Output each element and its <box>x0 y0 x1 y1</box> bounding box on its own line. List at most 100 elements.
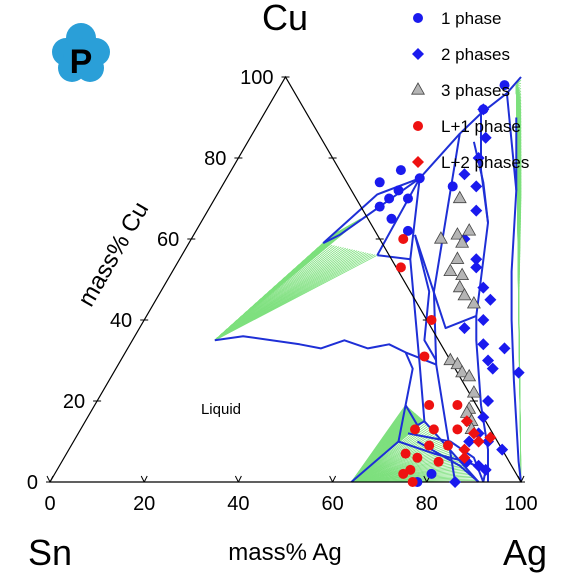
phase-boundary-9 <box>414 234 438 362</box>
marker-1-phase <box>374 177 385 188</box>
phase-boundary-3 <box>432 133 461 483</box>
marker-2-phases <box>458 168 471 181</box>
legend-label-3-phases: 3 phases <box>441 81 510 100</box>
logo: P <box>52 23 110 82</box>
ag-tick-mark-b <box>517 475 522 483</box>
marker-3-phases <box>462 223 477 236</box>
marker-2-phases <box>477 314 490 326</box>
cu-tick-label: 60 <box>157 229 179 251</box>
marker-3-phases <box>455 364 470 378</box>
tie-line <box>516 82 522 86</box>
axis-tick-layer: 0 20 40 60 80 100 0 20 40 60 80 100 <box>27 67 538 515</box>
marker-3-phases <box>450 356 465 370</box>
marker-l-1-phase <box>424 400 435 411</box>
marker-2-phases <box>477 103 490 116</box>
marker-2-phases <box>472 152 485 164</box>
legend-marker-2-phases <box>412 48 424 60</box>
marker-2-phases <box>512 366 525 379</box>
marker-1-phase <box>426 468 437 479</box>
marker-3-phases <box>433 231 448 244</box>
marker-2-phases <box>496 443 509 456</box>
marker-l-1-phase <box>452 400 463 411</box>
cu-tick-label: 0 <box>27 472 38 494</box>
legend-label-l1-phase: L+1 phase <box>441 117 521 136</box>
legend-marker-3-phases <box>411 82 425 95</box>
marker-3-phases <box>452 190 467 204</box>
marker-l-2-phases <box>458 451 471 464</box>
ag-tick-mark <box>520 475 525 483</box>
marker-l-1-phase <box>428 424 439 435</box>
legend-label-2-phases: 2 phases <box>441 45 510 64</box>
legend-label-1-phase: 1 phase <box>441 9 502 28</box>
region-label-liquid: Liquid <box>201 401 241 418</box>
marker-l-1-phase <box>398 234 409 244</box>
marker-l-1-phase <box>400 448 411 459</box>
ag-tick-label: 0 <box>44 493 55 515</box>
corner-label-sn: Sn <box>28 532 72 573</box>
marker-2-phases <box>463 435 476 448</box>
marker-1-phase <box>393 185 404 196</box>
marker-3-phases <box>466 385 481 398</box>
marker-l-1-phase <box>398 468 409 479</box>
marker-1-phase <box>384 193 395 204</box>
marker-l-2-phases <box>458 443 471 456</box>
marker-l-2-phases <box>472 435 485 448</box>
tie-line <box>515 79 522 86</box>
marker-l-1-phase <box>407 477 418 487</box>
phase-boundary-0 <box>322 177 421 256</box>
marker-3-phases <box>452 279 467 293</box>
ag-tick-mark <box>143 475 148 483</box>
ag-tick-label: 100 <box>504 493 537 515</box>
data-marker-layer <box>374 80 525 488</box>
marker-1-phase <box>395 165 406 176</box>
ag-tick-mark-b <box>329 475 334 483</box>
marker-2-phases <box>479 131 492 144</box>
marker-2-phases <box>482 354 495 367</box>
cu-tick-label: 20 <box>63 391 85 413</box>
legend-marker-l-2-phases <box>412 156 424 168</box>
corner-label-ag: Ag <box>503 532 547 573</box>
triangle-frame <box>48 75 523 483</box>
ag-tick-mark-b <box>234 475 239 483</box>
marker-2-phases <box>470 253 483 266</box>
cu-tick-label: 40 <box>110 310 132 332</box>
marker-l-1-phase <box>412 452 423 463</box>
marker-2-phases <box>477 338 490 351</box>
phase-boundary-10 <box>414 234 477 330</box>
marker-2-phases <box>484 293 497 306</box>
marker-2-phases <box>477 411 490 424</box>
phase-boundary-8 <box>377 254 411 261</box>
ag-tick-label: 80 <box>416 493 438 515</box>
axis-title-ag: mass% Ag <box>228 539 341 566</box>
ag-tick-label: 60 <box>321 493 343 515</box>
marker-2-phases <box>470 261 483 274</box>
ag-tick-mark-b <box>423 475 428 483</box>
marker-l-1-phase <box>426 315 437 325</box>
phase-boundary-2 <box>409 178 480 483</box>
marker-2-phases <box>477 281 490 294</box>
marker-l-2-phases <box>460 415 473 428</box>
phase-boundary-11 <box>214 335 437 366</box>
marker-2-phases <box>479 463 492 476</box>
marker-3-phases <box>455 235 470 248</box>
marker-l-1-phase <box>419 351 430 362</box>
marker-3-phases <box>455 267 470 281</box>
marker-3-phases <box>462 368 477 382</box>
marker-1-phase <box>447 181 458 192</box>
logo-letter: P <box>70 43 93 81</box>
axis-title-cu: mass% Cu <box>73 197 154 311</box>
marker-2-phases <box>449 476 462 488</box>
legend: 1 phase 2 phases 3 phases L+1 phase L+2 … <box>411 9 529 172</box>
marker-3-phases <box>450 251 465 264</box>
ag-tick-label: 40 <box>227 493 249 515</box>
marker-2-phases <box>470 204 483 217</box>
marker-2-phases <box>482 395 495 407</box>
marker-l-1-phase <box>410 424 421 435</box>
corner-label-cu: Cu <box>262 0 308 38</box>
marker-3-phases <box>457 287 472 301</box>
marker-1-phase <box>374 201 385 212</box>
marker-l-1-phase <box>442 440 453 451</box>
ag-tick-mark <box>49 475 54 483</box>
marker-l-2-phases <box>484 431 497 444</box>
